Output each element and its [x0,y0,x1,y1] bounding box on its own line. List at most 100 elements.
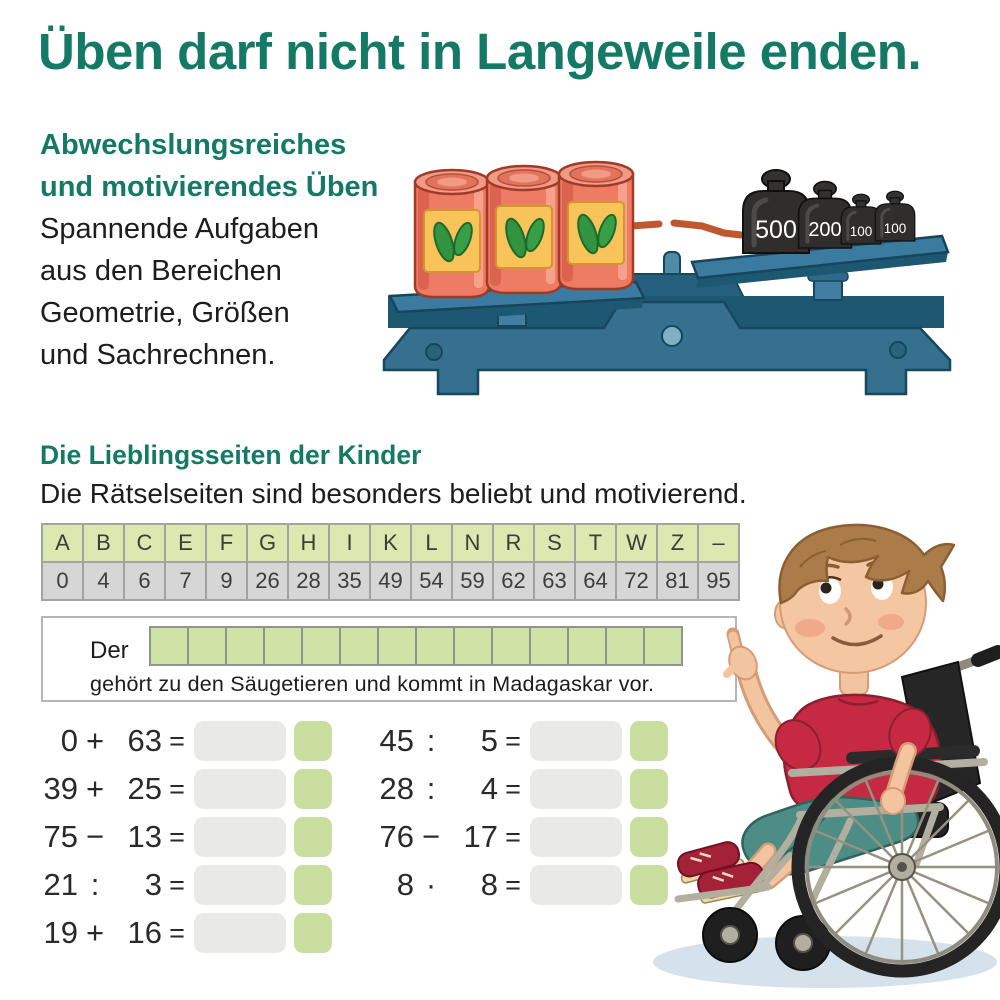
math-problem-row: 75−13 = [30,813,332,861]
cipher-number: 95 [699,563,738,599]
cipher-number: 6 [125,563,164,599]
cipher-number: 64 [576,563,615,599]
riddle-answer-cell[interactable] [415,626,455,666]
boy-wheelchair-svg [653,523,1000,988]
answer-box-gray[interactable] [530,817,622,857]
intro-highlight-line: und motivierendes Üben [40,171,379,203]
intro-body-line: und Sachrechnen. [40,339,276,371]
cipher-letter: W [617,525,656,561]
riddle-answer-cell[interactable] [263,626,303,666]
balance-scale-svg: 500 200 100 100 [382,160,952,396]
riddle-answer-cell[interactable] [225,626,265,666]
operator: : [426,723,436,758]
answer-box-gray[interactable] [194,721,286,761]
answer-box-green[interactable] [294,769,332,809]
cipher-number: 7 [166,563,205,599]
weight-label-100: 100 [850,224,873,239]
math-problem-row: 0 +63 = [30,717,332,765]
scale-pointer-right [670,219,745,239]
equals-sign: = [505,725,521,756]
cipher-table: A B C E F G H I K L N R S T W Z – 0 4 6 … [41,523,740,601]
intro-body-line: Spannende Aufgaben [40,213,319,245]
riddle-answer-cell[interactable] [187,626,227,666]
equals-sign: = [169,725,185,756]
answer-box-green[interactable] [630,721,668,761]
resting-arm [880,707,932,815]
cipher-number: 62 [494,563,533,599]
operand-b: 5 [480,723,498,758]
answer-box-gray[interactable] [194,865,286,905]
math-problem-row: 28: 4 = [366,765,668,813]
cipher-letter: – [699,525,738,561]
riddle-prefix-word: Der [90,637,129,664]
answer-box-green[interactable] [630,769,668,809]
finger [723,663,738,678]
equals-sign: = [505,773,521,804]
resting-hand [880,787,906,815]
math-problem-row: 19 +16 = [30,909,332,957]
riddle-answer-cell[interactable] [453,626,493,666]
cipher-number: 9 [207,563,246,599]
answer-box-gray[interactable] [530,865,622,905]
riddle-answer-cell[interactable] [567,626,607,666]
cipher-number: 28 [289,563,328,599]
cipher-letter: H [289,525,328,561]
operand-a: 19 [43,915,78,950]
math-problem-row: 45: 5 = [366,717,668,765]
cipher-letter: E [166,525,205,561]
answer-box-gray[interactable] [530,769,622,809]
riddle-answer-cell[interactable] [529,626,569,666]
operand-a: 8 [396,867,414,902]
answer-box-green[interactable] [630,817,668,857]
operand-b: 63 [127,723,162,758]
boy-wheelchair-illustration [640,515,1000,1000]
favorites-description: Die Rätselseiten sind besonders beliebt … [40,478,747,509]
equals-sign: = [505,869,521,900]
weight-label-100: 100 [884,221,907,236]
answer-box-green[interactable] [294,817,332,857]
operand-a: 39 [43,771,78,806]
balance-scale-illustration: 500 200 100 100 [372,146,960,414]
riddle-answer-cell[interactable] [491,626,531,666]
collar [837,697,879,706]
intro-body-line: aus den Bereichen [40,255,282,287]
riddle-answer-cell[interactable] [339,626,379,666]
smile [831,634,883,647]
cipher-letter: A [43,525,82,561]
scale-left-bolt [425,343,443,361]
scale-right-bolt [889,341,907,359]
answer-box-gray[interactable] [194,913,286,953]
math-problem-row: 76−17 = [366,813,668,861]
operand-b: 13 [127,819,162,854]
answer-box-green[interactable] [294,721,332,761]
answer-box-green[interactable] [294,865,332,905]
operand-b: 4 [480,771,498,806]
math-problem-row: 8 · 8 = [366,861,668,909]
riddle-answer-cell[interactable] [377,626,417,666]
cipher-number: 35 [330,563,369,599]
equals-sign: = [169,821,185,852]
riddle-answer-cells [149,626,683,666]
answer-box-green[interactable] [294,913,332,953]
answer-box-gray[interactable] [194,817,286,857]
math-problem-row: 39 +25 = [30,765,332,813]
riddle-answer-cell[interactable] [301,626,341,666]
math-column-right: 45:5 = 28:4 = 76−17 = 8 · 8 = [366,717,668,909]
operand-b: 17 [463,819,498,854]
hair-strand [799,550,827,568]
answer-box-gray[interactable] [194,769,286,809]
riddle-answer-cell[interactable] [149,626,189,666]
favorites-heading: Die Lieblingsseiten der Kinder [40,440,422,470]
intro-body-line: Geometrie, Größen [40,297,290,329]
cipher-letter: Z [658,525,697,561]
cipher-number: 81 [658,563,697,599]
equals-sign: = [169,869,185,900]
answer-box-green[interactable] [630,865,668,905]
answer-box-gray[interactable] [530,721,622,761]
riddle-answer-cell[interactable] [605,626,645,666]
riddle-answer-cell[interactable] [643,626,683,666]
operand-a: 75 [43,819,78,854]
operator: + [85,723,105,758]
math-problem-row: 21: 3 = [30,861,332,909]
cipher-number: 72 [617,563,656,599]
